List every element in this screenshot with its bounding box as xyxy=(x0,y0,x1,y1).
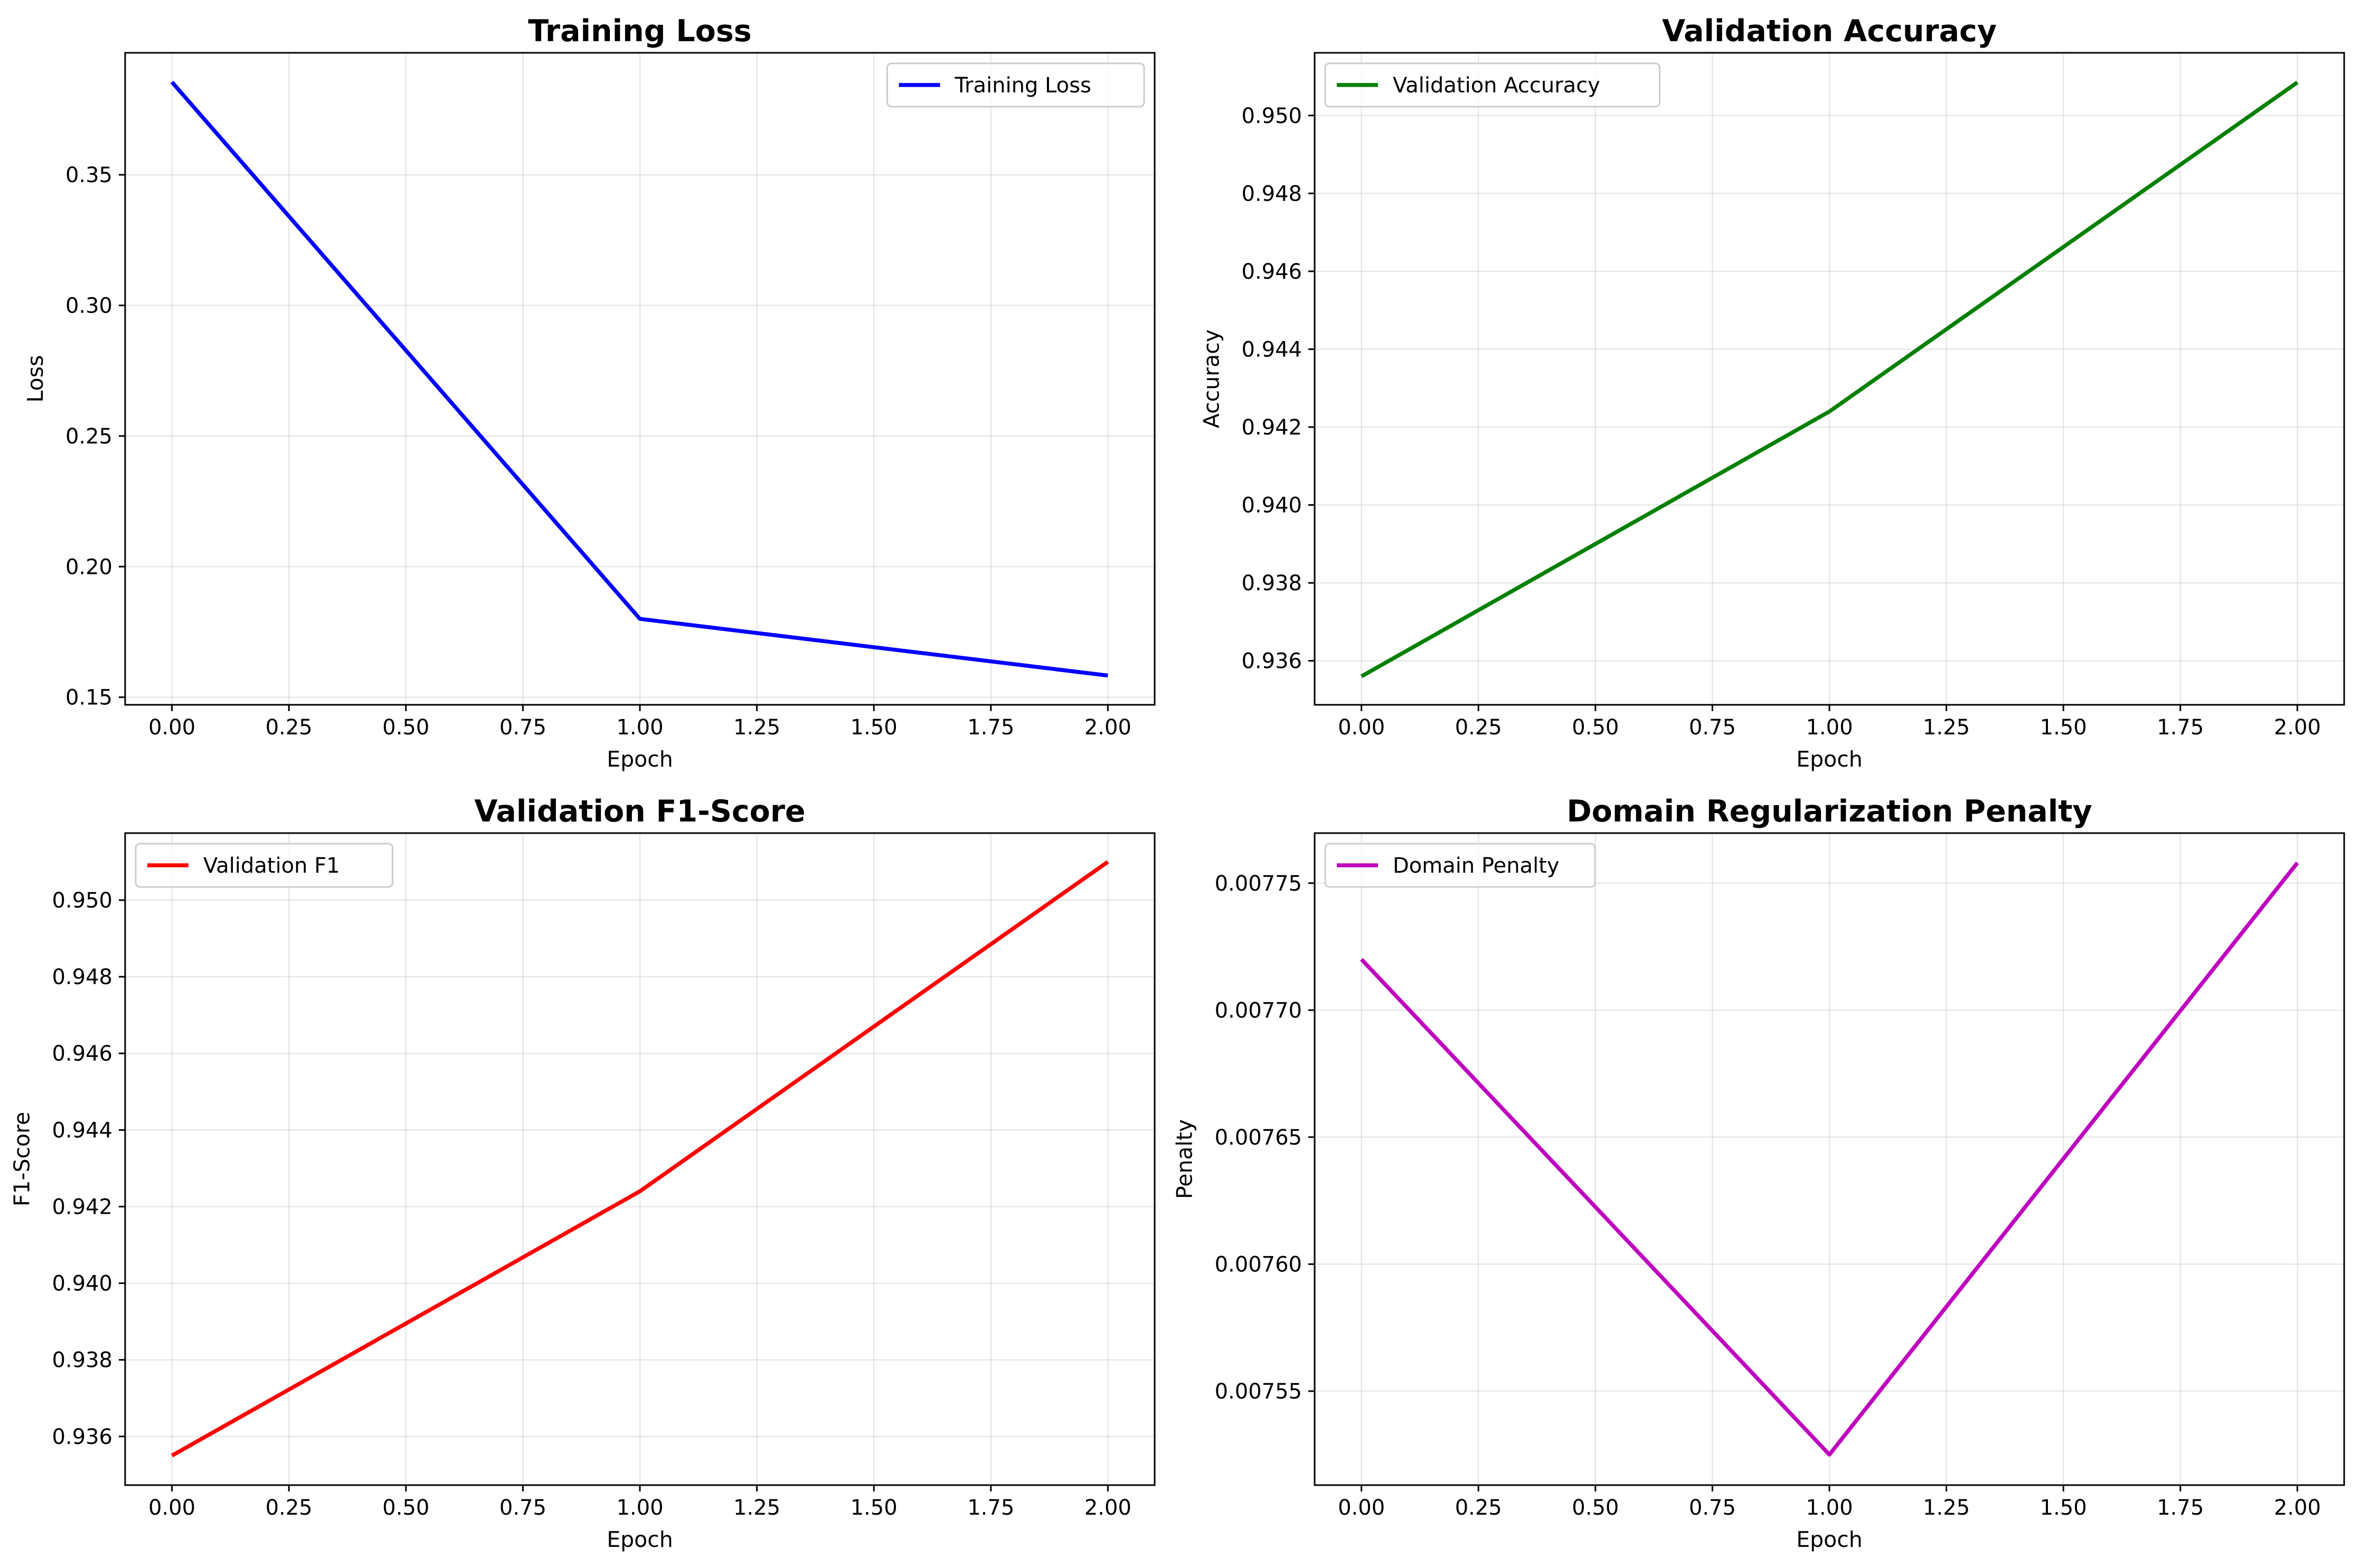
x-tick-label: 1.00 xyxy=(616,1496,663,1520)
chart-title: Training Loss xyxy=(528,14,751,49)
chart-title: Validation Accuracy xyxy=(1662,14,1997,49)
x-tick-label: 0.50 xyxy=(382,1496,429,1520)
x-tick-label: 0.00 xyxy=(148,1496,195,1520)
x-tick-label: 1.75 xyxy=(967,715,1014,740)
chart-domain-regularization-penalty: 0.00 0.25 0.50 0.75 1.00 1.25 1.50 1.75 2.00 0.00… xyxy=(1172,794,2345,1552)
x-axis-label: Epoch xyxy=(1796,747,1863,772)
y-axis-label: Penalty xyxy=(1172,1119,1197,1199)
series-line-validation-f1 xyxy=(171,860,1109,1458)
chart-validation-f1-score: 0.00 0.25 0.50 0.75 1.00 1.25 1.50 1.75 2.00 0.93… xyxy=(10,794,1156,1552)
x-tick-label: 1.25 xyxy=(733,715,780,740)
y-tick-label: 0.00770 xyxy=(1215,998,1302,1023)
legend-box xyxy=(1324,843,1596,888)
x-tick-label: 0.50 xyxy=(1572,715,1619,740)
y-tick-label: 0.944 xyxy=(1241,337,1302,362)
x-tick-label: 0.25 xyxy=(1455,1496,1502,1520)
y-tick-label: 0.938 xyxy=(52,1348,112,1373)
x-tick-label: 1.50 xyxy=(851,1496,898,1520)
y-tick-label: 0.30 xyxy=(65,294,112,318)
x-axis-label: Epoch xyxy=(1796,1527,1863,1552)
y-axis-label: Loss xyxy=(23,355,48,403)
x-axis-label: Epoch xyxy=(607,1527,673,1552)
x-tick-label: 0.00 xyxy=(148,715,195,740)
x-tick-label: 2.00 xyxy=(2274,1496,2321,1520)
x-tick-label: 0.00 xyxy=(1338,1496,1385,1520)
series-line-validation-accuracy xyxy=(1360,81,2299,678)
legend: Validation Accuracy xyxy=(1324,62,1660,108)
x-tick-label: 2.00 xyxy=(1084,1496,1131,1520)
x-tick-label: 1.00 xyxy=(1806,715,1853,740)
series-line-training-loss xyxy=(170,80,1108,678)
legend-box xyxy=(135,843,393,888)
y-tick-label: 0.948 xyxy=(1241,182,1302,206)
x-tick-label: 0.25 xyxy=(266,715,313,740)
x-tick-label: 0.00 xyxy=(1338,715,1385,740)
y-tick-label: 0.15 xyxy=(65,686,112,710)
y-tick-label: 0.00765 xyxy=(1215,1126,1302,1150)
y-tick-label: 0.20 xyxy=(65,555,112,579)
x-tick-label: 1.00 xyxy=(1806,1496,1853,1520)
y-tick-label: 0.944 xyxy=(52,1118,112,1142)
legend: Domain Penalty xyxy=(1324,843,1596,888)
y-tick-label: 0.00755 xyxy=(1215,1380,1302,1404)
chart-training-loss: 0.00 0.25 0.50 0.75 1.00 1.25 1.50 1.75 2.00 0.15… xyxy=(23,14,1156,772)
x-tick-label: 0.25 xyxy=(266,1496,313,1520)
y-tick-label: 0.946 xyxy=(1241,260,1302,284)
x-tick-label: 0.75 xyxy=(499,1496,546,1520)
y-tick-label: 0.938 xyxy=(1241,571,1302,596)
chart-validation-accuracy: 0.00 0.25 0.50 0.75 1.00 1.25 1.50 1.75 2.00 0.93… xyxy=(1199,14,2345,772)
x-tick-label: 1.50 xyxy=(2040,1496,2087,1520)
x-tick-label: 1.50 xyxy=(2040,715,2087,740)
x-axis-label: Epoch xyxy=(607,747,673,772)
x-tick-label: 2.00 xyxy=(1084,715,1131,740)
x-tick-label: 1.75 xyxy=(2157,715,2204,740)
legend-label: Validation F1 xyxy=(203,854,340,878)
legend: Validation F1 xyxy=(135,843,393,888)
y-tick-label: 0.940 xyxy=(1241,494,1302,518)
x-tick-label: 1.50 xyxy=(851,715,898,740)
legend-label: Validation Accuracy xyxy=(1393,73,1600,98)
y-tick-label: 0.950 xyxy=(52,889,112,913)
x-tick-label: 1.75 xyxy=(967,1496,1014,1520)
y-tick-label: 0.936 xyxy=(1241,649,1302,674)
y-axis-label: F1-Score xyxy=(10,1112,35,1206)
y-tick-label: 0.940 xyxy=(52,1272,112,1296)
legend-box xyxy=(886,62,1145,108)
y-tick-label: 0.942 xyxy=(52,1195,112,1219)
x-tick-label: 0.50 xyxy=(382,715,429,740)
x-tick-label: 0.25 xyxy=(1455,715,1502,740)
y-tick-label: 0.948 xyxy=(52,965,112,989)
chart-title: Validation F1-Score xyxy=(474,794,805,829)
x-tick-label: 0.50 xyxy=(1572,1496,1619,1520)
x-tick-label: 1.00 xyxy=(616,715,663,740)
chart-title: Domain Regularization Penalty xyxy=(1566,794,2092,829)
x-tick-label: 1.25 xyxy=(733,1496,780,1520)
series-line-domain-penalty xyxy=(1360,861,2299,1457)
x-tick-label: 1.75 xyxy=(2157,1496,2204,1520)
y-tick-label: 0.25 xyxy=(65,424,112,449)
legend-label: Domain Penalty xyxy=(1393,854,1560,878)
x-tick-label: 1.25 xyxy=(1923,1496,1970,1520)
x-tick-label: 0.75 xyxy=(499,715,546,740)
legend-label: Training Loss xyxy=(955,73,1091,98)
y-tick-label: 0.936 xyxy=(52,1425,112,1449)
x-tick-label: 2.00 xyxy=(2274,715,2321,740)
y-tick-label: 0.950 xyxy=(1241,104,1302,128)
x-tick-label: 1.25 xyxy=(1923,715,1970,740)
legend: Training Loss xyxy=(886,62,1145,108)
y-axis-label: Accuracy xyxy=(1199,329,1224,428)
y-tick-label: 0.946 xyxy=(52,1042,112,1066)
y-tick-label: 0.00775 xyxy=(1215,872,1302,896)
y-tick-label: 0.00760 xyxy=(1215,1252,1302,1277)
y-tick-label: 0.35 xyxy=(65,163,112,187)
x-tick-label: 0.75 xyxy=(1689,1496,1736,1520)
x-tick-label: 0.75 xyxy=(1689,715,1736,740)
legend-box xyxy=(1324,62,1660,108)
y-tick-label: 0.942 xyxy=(1241,415,1302,440)
